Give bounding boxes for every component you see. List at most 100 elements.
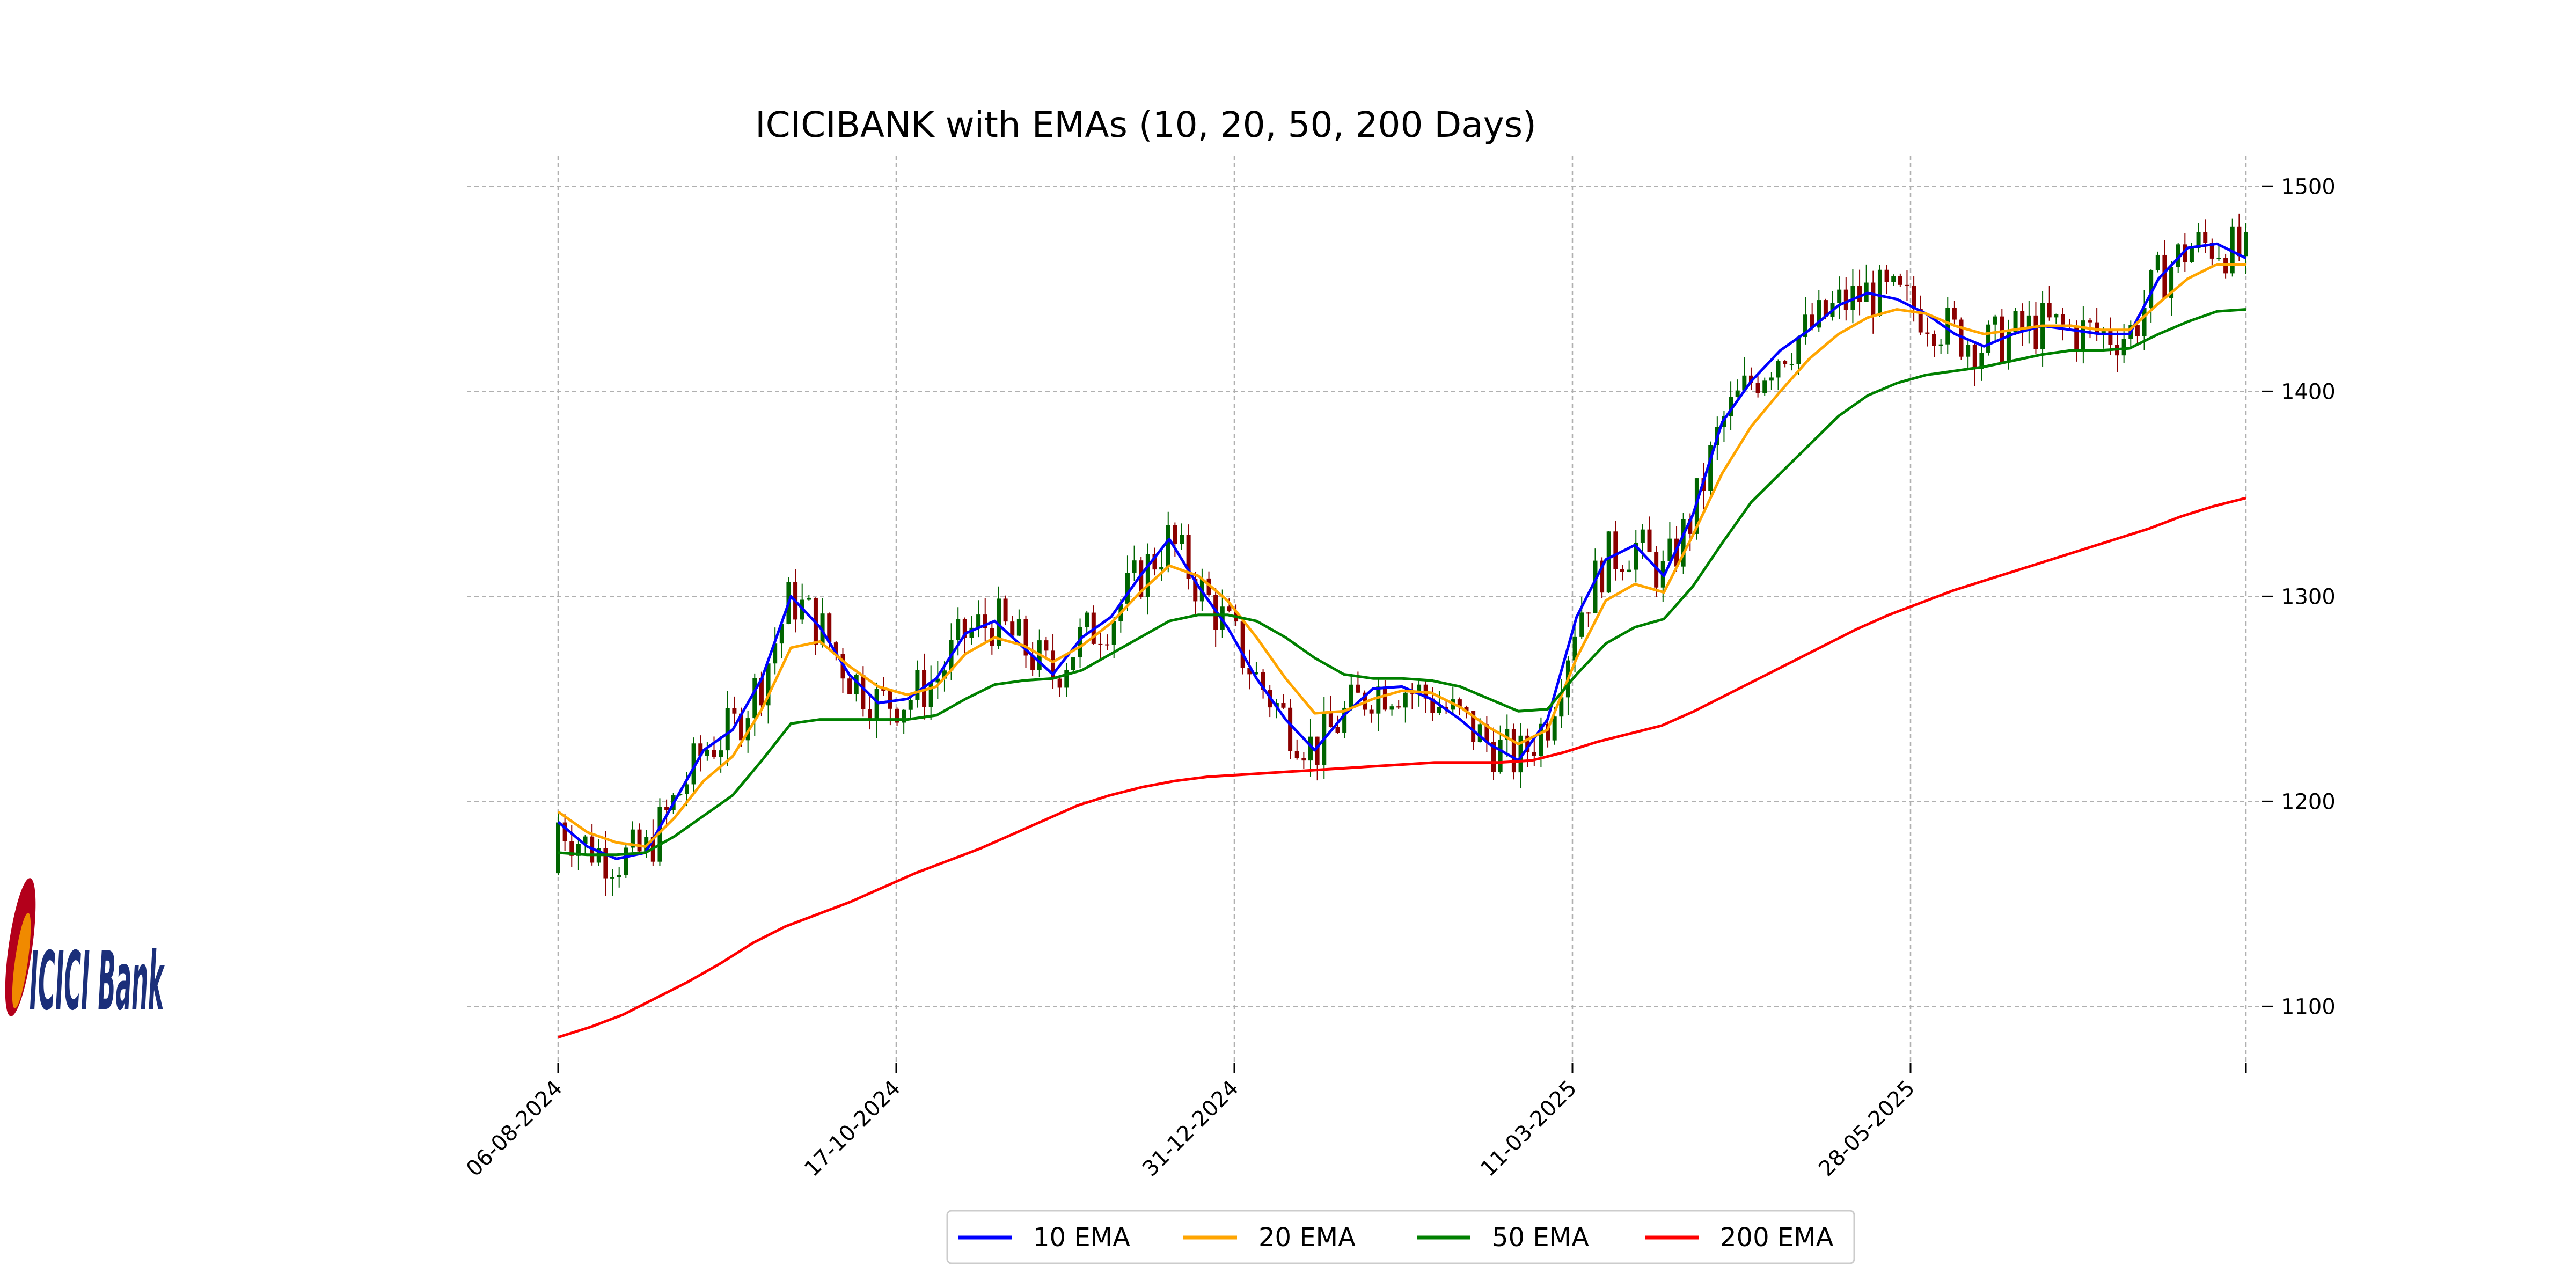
y-tick-label: 1100 [2281, 994, 2336, 1019]
candle [1294, 739, 1299, 760]
candle [1240, 620, 1245, 675]
candle [1451, 686, 1455, 714]
candle [2230, 218, 2235, 277]
candle [1376, 677, 1381, 731]
candle [1437, 691, 1441, 715]
candle [2054, 313, 2059, 324]
legend-box [946, 1210, 1855, 1264]
candle [1254, 662, 1258, 676]
candle [1085, 610, 1089, 635]
candle [1023, 615, 1028, 668]
candle [1817, 290, 1821, 332]
candle [1132, 545, 1137, 581]
candle [1247, 649, 1252, 690]
candle [2149, 269, 2154, 323]
candle [725, 691, 730, 766]
series-line-20-ema [557, 263, 2246, 848]
x-tick-label: 17-10-2024 [800, 1076, 905, 1182]
candle [2026, 301, 2031, 344]
candle [773, 627, 778, 675]
candle [1796, 335, 1801, 375]
candle [2115, 331, 2120, 372]
candle [1891, 274, 1896, 286]
candle [847, 675, 852, 694]
candle [2244, 223, 2248, 274]
candle [976, 600, 981, 638]
candle [1952, 301, 1957, 325]
series-line-50-ema [558, 308, 2246, 857]
y-tick-label: 1300 [2281, 584, 2336, 609]
candle [1308, 719, 1313, 777]
candle [2216, 246, 2221, 261]
candle [1884, 265, 1889, 294]
x-tick-label: 28-05-2025 [1814, 1076, 1920, 1182]
y-tick-label: 1200 [2281, 789, 2336, 814]
candle [1301, 752, 1306, 769]
y-tick-label: 1400 [2281, 379, 2336, 404]
candle [630, 821, 635, 852]
series-line-200-ema [558, 496, 2246, 1039]
candle [1931, 330, 1936, 357]
candle [1979, 345, 1984, 381]
candle [1505, 714, 1510, 757]
candle [2155, 251, 2160, 273]
candle [1071, 657, 1075, 672]
candle [1044, 636, 1049, 657]
candle [1864, 264, 1869, 302]
candle [1213, 588, 1218, 647]
candle [1288, 698, 1293, 759]
candle [1078, 618, 1082, 668]
candle [1152, 547, 1157, 576]
candle [1403, 687, 1408, 723]
candle [1511, 723, 1516, 780]
candle [1850, 269, 1855, 324]
legend-item: 200 EMA [1645, 1223, 1834, 1253]
candle [1064, 663, 1069, 697]
candle [691, 737, 696, 793]
candle [2067, 319, 2072, 329]
candle [1783, 360, 1788, 368]
candle [1315, 736, 1320, 781]
candle [1986, 320, 1991, 356]
candle [1993, 314, 1997, 340]
candle [2081, 306, 2085, 364]
x-axis: 06-08-2024 17-10-2024 31-12-2024 11-03-2025… [462, 1063, 2247, 1182]
candle [2000, 309, 2004, 364]
candle [1905, 270, 1909, 301]
candle [1098, 630, 1103, 660]
x-tick-label: 11-03-2025 [1476, 1076, 1582, 1182]
legend-item: 50 EMA [1417, 1223, 1589, 1253]
candle [1606, 531, 1611, 593]
candle [1912, 276, 1916, 322]
candle [1010, 616, 1015, 636]
svg-text:ICICI Bank: ICICI Bank [30, 935, 165, 1028]
candle [1789, 353, 1794, 371]
candle [610, 869, 615, 896]
candle [1966, 340, 1971, 368]
x-tick-label: 06-08-2024 [462, 1076, 567, 1182]
candle [2095, 308, 2099, 341]
candle [1410, 683, 1415, 710]
candle [603, 831, 608, 896]
candle [1016, 609, 1021, 636]
candle [874, 682, 879, 738]
candle [1532, 737, 1536, 767]
y-tick-label: 1500 [2281, 174, 2336, 199]
x-tick-label: 31-12-2024 [1138, 1076, 1243, 1182]
candle [807, 595, 811, 601]
candle [1586, 612, 1591, 627]
candle [1180, 523, 1184, 550]
candle [1647, 516, 1652, 552]
candle [2169, 261, 2174, 316]
candle [840, 648, 845, 693]
candle [2162, 240, 2167, 299]
series-line-10-ema [557, 242, 2247, 860]
candle [2203, 219, 2208, 253]
candle [928, 665, 933, 720]
candle [1057, 675, 1062, 697]
candle [1634, 530, 1638, 583]
candle [1708, 441, 1713, 497]
candle [1837, 276, 1842, 319]
candle [562, 814, 567, 851]
candle [2223, 253, 2228, 279]
